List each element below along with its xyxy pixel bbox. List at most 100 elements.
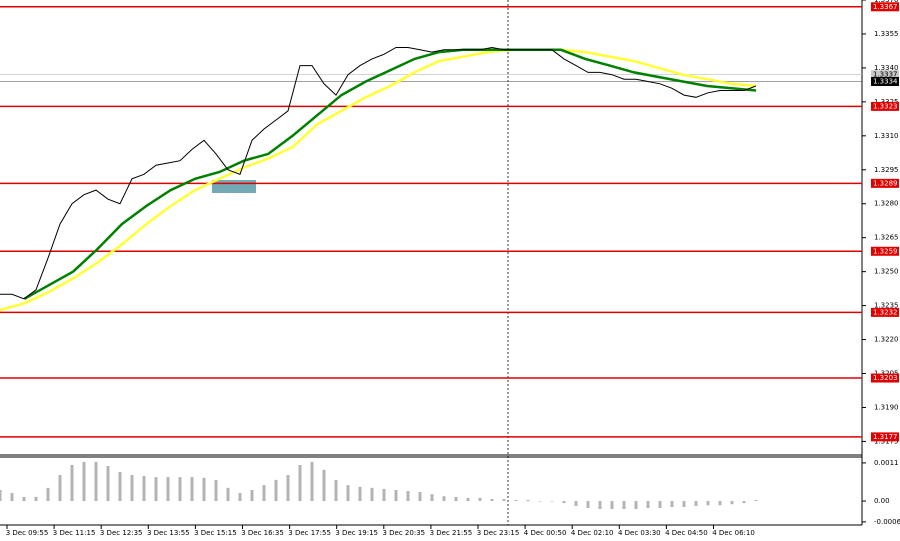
histogram-bar — [562, 501, 566, 504]
histogram-bar — [82, 461, 86, 502]
histogram-bar — [550, 501, 554, 502]
histogram-bar — [322, 469, 326, 502]
level-label-bg — [871, 101, 899, 111]
histogram-bar — [262, 485, 266, 502]
price-line — [0, 46, 757, 300]
level-label-bg — [871, 246, 899, 256]
histogram-bar — [430, 494, 434, 502]
histogram-bar — [238, 493, 242, 502]
x-tick-label: 4 Dec 03:30 — [618, 529, 661, 537]
level-label-bg — [871, 373, 899, 383]
histogram-bar — [214, 479, 218, 502]
x-tick-label: 3 Dec 16:35 — [241, 529, 284, 537]
x-tick-label: 4 Dec 00:50 — [524, 529, 567, 537]
histogram-bar — [370, 487, 374, 502]
histogram-bar — [298, 464, 302, 502]
x-tick-label: 3 Dec 09:55 — [6, 529, 49, 537]
level-label-bg — [871, 178, 899, 188]
histogram-bar — [0, 489, 2, 502]
level-label-bg — [871, 432, 899, 442]
histogram-bar — [70, 464, 74, 502]
histogram-bar — [658, 501, 662, 508]
last-label: 1.3334 — [873, 77, 898, 85]
y-tick-label: 1.3190 — [874, 403, 899, 411]
level-label: 1.3259 — [873, 247, 898, 255]
histogram-bar — [742, 501, 746, 504]
histogram-bar — [358, 486, 362, 502]
y-tick-label: 1.3340 — [874, 64, 899, 72]
macd-tick-label: 0.00 — [874, 497, 890, 505]
level-label: 1.3289 — [873, 179, 898, 187]
x-tick-label: 4 Dec 02:10 — [571, 529, 614, 537]
histogram-bar — [502, 498, 506, 502]
y-tick-label: 1.3250 — [874, 268, 899, 276]
x-tick-label: 4 Dec 04:50 — [665, 529, 708, 537]
histogram-bar — [706, 501, 710, 506]
histogram-bar — [58, 475, 62, 502]
x-tick-label: 3 Dec 21:55 — [430, 529, 473, 537]
histogram-bar — [154, 477, 158, 502]
level-label: 1.3323 — [873, 102, 898, 110]
histogram-bar — [406, 491, 410, 502]
x-tick-label: 3 Dec 20:35 — [382, 529, 425, 537]
y-tick-label: 1.3355 — [874, 30, 899, 38]
histogram-bar — [118, 471, 122, 502]
x-tick-label: 3 Dec 19:15 — [335, 529, 378, 537]
histogram-bar — [526, 500, 530, 502]
histogram-bar — [202, 477, 206, 502]
level-label-bg — [871, 307, 899, 317]
x-tick-label: 3 Dec 17:55 — [288, 529, 331, 537]
x-tick-label: 3 Dec 12:35 — [100, 529, 143, 537]
y-tick-label: 1.3235 — [874, 302, 899, 310]
histogram-bar — [478, 497, 482, 502]
histogram-bar — [586, 501, 590, 508]
histogram-bar — [454, 496, 458, 502]
y-tick-label: 1.3325 — [874, 98, 899, 106]
histogram-bar — [190, 477, 194, 502]
histogram-bar — [394, 489, 398, 502]
histogram-bar — [574, 501, 578, 506]
histogram-bar — [514, 500, 518, 502]
histogram-bar — [670, 501, 674, 507]
y-tick-label: 1.3280 — [874, 200, 899, 208]
y-tick-label: 1.3265 — [874, 234, 899, 242]
histogram-bar — [418, 492, 422, 502]
histogram-bar — [718, 501, 722, 506]
x-tick-label: 3 Dec 15:15 — [194, 529, 237, 537]
macd-tick-label: -0.0006 — [874, 518, 900, 526]
histogram-bar — [178, 477, 182, 502]
x-tick-label: 3 Dec 23:15 — [477, 529, 520, 537]
histogram-bar — [46, 487, 50, 502]
histogram-bar — [346, 485, 350, 502]
level-label-bg — [871, 2, 899, 12]
level-label: 1.3232 — [873, 308, 898, 316]
histogram-bar — [634, 501, 638, 510]
histogram-bar — [142, 476, 146, 502]
histogram-bar — [334, 479, 338, 502]
histogram-bar — [382, 488, 386, 502]
histogram-bar — [286, 475, 290, 502]
histogram-bar — [694, 501, 698, 506]
histogram-bar — [34, 496, 38, 502]
x-tick-label: 4 Dec 06:10 — [712, 529, 755, 537]
x-tick-label: 3 Dec 13:55 — [147, 529, 190, 537]
level-label: 1.3203 — [873, 374, 898, 382]
y-tick-label: 1.3295 — [874, 166, 899, 174]
histogram-bar — [598, 501, 602, 510]
y-tick-label: 1.3175 — [874, 437, 899, 445]
ask-label: 1.3337 — [873, 71, 898, 79]
histogram-bar — [682, 501, 686, 507]
histogram-bar — [166, 477, 170, 502]
histogram-bar — [538, 501, 542, 502]
histogram-bar — [10, 493, 14, 502]
y-tick-label: 1.3220 — [874, 336, 899, 344]
histogram-bar — [250, 489, 254, 502]
histogram-bar — [94, 461, 98, 502]
histogram-bar — [310, 461, 314, 502]
histogram-bar — [226, 487, 230, 502]
histogram-bar — [106, 466, 110, 502]
histogram-bar — [22, 496, 26, 502]
level-label: 1.3177 — [873, 433, 898, 441]
